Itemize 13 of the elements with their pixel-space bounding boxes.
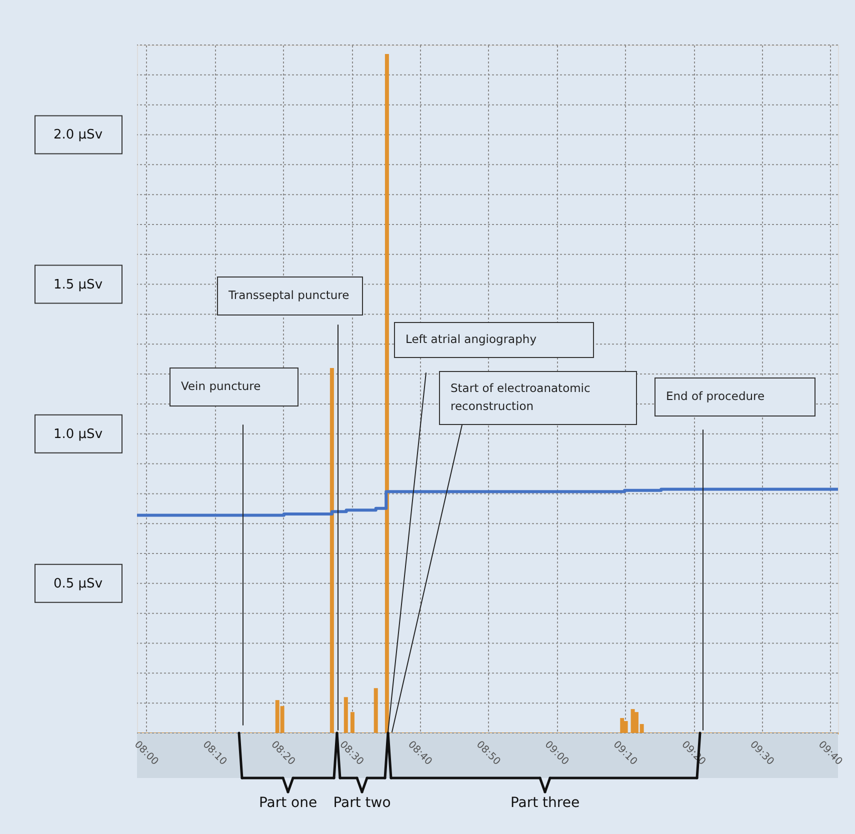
y-tick-label: 0.5 µSv	[53, 576, 103, 592]
text: Part three	[510, 795, 580, 811]
annotation: End of procedure	[666, 389, 765, 403]
annotation: Vein puncture	[181, 379, 261, 393]
annotation: Transseptal puncture	[228, 288, 350, 302]
y-tick-label: 1.0 µSv	[53, 426, 103, 442]
y-tick-label: 2.0 µSv	[53, 128, 103, 143]
annotation: Start of electroanatomic reconstruction	[450, 381, 590, 413]
y-tick-label: 1.5 µSv	[53, 277, 103, 292]
text: Part one	[258, 795, 318, 811]
text: Part two	[333, 795, 391, 811]
annotation: Left atrial angiography	[406, 332, 537, 346]
bar	[624, 721, 628, 733]
